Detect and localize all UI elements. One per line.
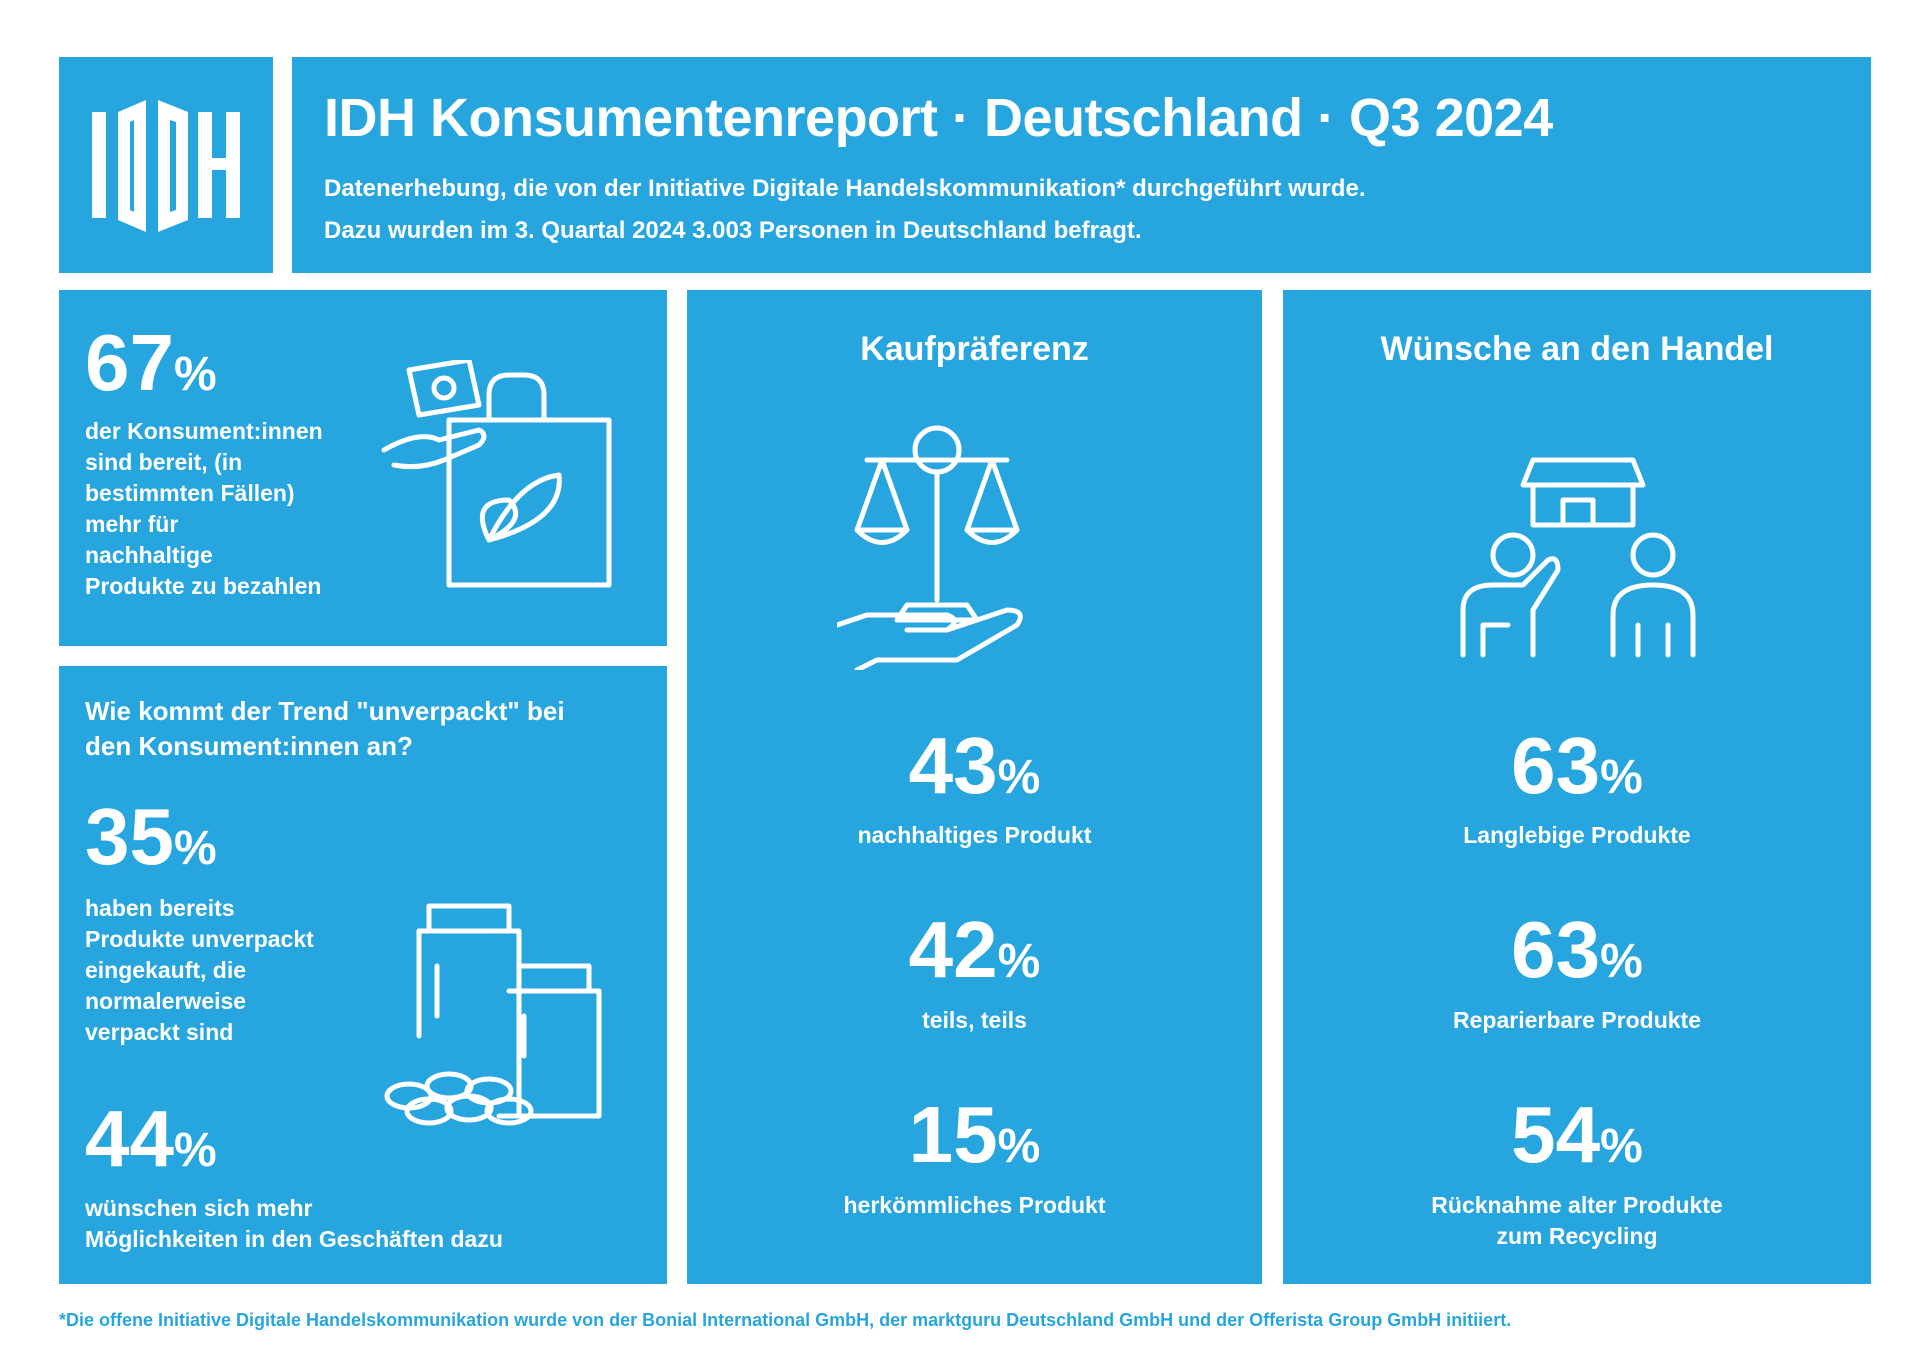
stat-number: 63% [1283, 726, 1871, 817]
stat-number: 54% [1283, 1095, 1871, 1186]
stat-number: 42% [687, 910, 1262, 1001]
stat-value: 42 [908, 905, 998, 994]
stat-value: 35 [85, 792, 174, 881]
icon-shop [1460, 457, 1696, 658]
subtitle: Dazu wurden im 3. Quartal 2024 3.003 Per… [324, 217, 1142, 244]
stat-number: 44% [85, 1099, 217, 1190]
label-line: Reparierbare Produkte [1453, 1007, 1701, 1033]
label-line: bestimmten Fällen) [85, 480, 295, 506]
label-line: der Konsument:innen [85, 418, 323, 444]
footnote: *Die offene Initiative Digitale Handelsk… [59, 1310, 1512, 1330]
heading-line: Wünsche an den Handel [1380, 330, 1774, 368]
icon-scale [837, 425, 1023, 670]
stat-label: Rücknahme alter Produkte zum Recycling [1283, 1190, 1871, 1252]
stat-unit: % [997, 1120, 1041, 1173]
label-line: teils, teils [922, 1007, 1027, 1033]
stat-unit: % [173, 1124, 217, 1177]
stat-unit: % [1600, 935, 1643, 988]
stat-number: 67% [85, 323, 217, 414]
stat-label: der Konsument:innen sind bereit, (in besti… [85, 416, 323, 602]
stat-value: 63 [1511, 721, 1601, 810]
label-line: Rücknahme alter Produkte [1431, 1192, 1723, 1218]
panel-heading: Kaufpräferenz [687, 332, 1262, 367]
label-line: Produkte unverpackt [85, 926, 314, 952]
stat-value: 43 [908, 721, 998, 810]
header: IDH Konsumentenreport · Deutschland · Q3… [292, 57, 1871, 273]
panel-heading: Wünsche an den Handel [1283, 332, 1871, 367]
stat-number: 63% [1283, 910, 1871, 1001]
stat-number: 35% [85, 797, 217, 888]
panel: Wie kommt der Trend "unverpackt" bei den … [59, 666, 667, 1284]
stat-unit: % [173, 822, 217, 875]
stat-number: 43% [687, 726, 1262, 817]
icon-jars [384, 903, 602, 1126]
stat-label: Reparierbare Produkte [1283, 1005, 1871, 1036]
stat-label: haben bereits Produkte unverpackt eingekau… [85, 893, 314, 1048]
stat-unit: % [1600, 751, 1643, 804]
stat-unit: % [997, 751, 1041, 804]
stat-value: 63 [1511, 905, 1601, 994]
label-line: nachhaltige [85, 542, 213, 568]
label-line: Möglichkeiten in den Geschäften dazu [85, 1226, 503, 1252]
label-line: zum Recycling [1496, 1223, 1658, 1249]
panel: Wünsche an den Handel 63% Langlebige Produ… [1283, 290, 1871, 1284]
logo-box [59, 57, 273, 273]
stat-unit: % [1600, 1120, 1643, 1173]
stat-label: nachhaltiges Produkt [687, 820, 1262, 851]
panel-heading: Wie kommt der Trend "unverpackt" bei den … [85, 694, 565, 764]
stat-label: teils, teils [687, 1005, 1262, 1036]
label-line: sind bereit, (in [85, 449, 243, 475]
logo [92, 100, 240, 232]
heading-line: Kaufpräferenz [860, 330, 1089, 368]
heading-line: Wie kommt der Trend "unverpackt" bei [85, 696, 565, 726]
label-line: nachhaltiges Produkt [857, 822, 1092, 848]
label-line: eingekauft, die [85, 957, 247, 983]
icon-bag [381, 360, 612, 588]
panel: 67% der Konsument:innen sind bereit, (in be… [59, 290, 667, 646]
label-line: herkömmliches Produkt [843, 1192, 1106, 1218]
stat-unit: % [173, 348, 217, 401]
label-line: Langlebige Produkte [1463, 822, 1691, 848]
stat-number: 15% [687, 1095, 1262, 1186]
label-line: mehr für [85, 511, 179, 537]
label-line: haben bereits [85, 895, 235, 921]
title: IDH Konsumentenreport · Deutschland · Q3… [324, 88, 1553, 148]
stat-value: 67 [85, 318, 174, 407]
label-line: Produkte zu bezahlen [85, 573, 322, 599]
label-line: verpackt sind [85, 1019, 234, 1045]
subtitle: Datenerhebung, die von der Initiative Di… [324, 175, 1366, 202]
heading-line: den Konsument:innen an? [85, 731, 413, 761]
stat-value: 44 [85, 1094, 174, 1183]
stat-label: wünschen sich mehr Möglichkeiten in den G… [85, 1193, 503, 1255]
label-line: normalerweise [85, 988, 247, 1014]
stat-value: 15 [908, 1090, 998, 1179]
stat-unit: % [997, 935, 1041, 988]
stat-value: 54 [1511, 1090, 1601, 1179]
panel: Kaufpräferenz 43% nachhaltiges Produkt 42% t… [687, 290, 1262, 1284]
label-line: wünschen sich mehr [85, 1195, 313, 1221]
stat-label: herkömmliches Produkt [687, 1190, 1262, 1221]
stat-label: Langlebige Produkte [1283, 820, 1871, 851]
